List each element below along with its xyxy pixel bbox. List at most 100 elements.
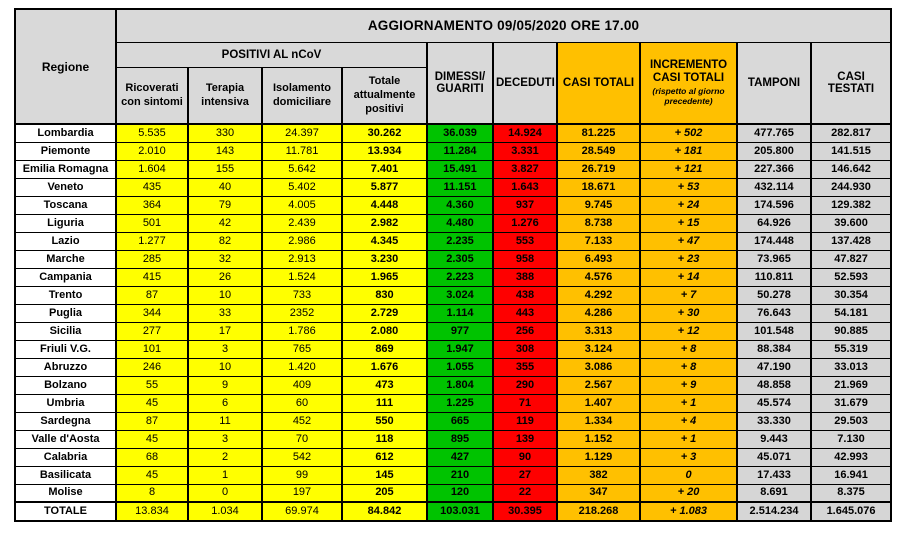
terapia-cell: 143 bbox=[187, 141, 263, 161]
region-cell: Emilia Romagna bbox=[14, 159, 117, 179]
incremento-cell: + 1.083 bbox=[639, 501, 738, 522]
terapia-cell: 26 bbox=[187, 267, 263, 287]
totale-positivi-cell: 830 bbox=[341, 285, 428, 305]
casi-totali-cell: 81.225 bbox=[556, 123, 641, 143]
totale-positivi-cell: 2.729 bbox=[341, 303, 428, 323]
tamponi-cell: 174.448 bbox=[736, 231, 812, 251]
tamponi-cell: 48.858 bbox=[736, 375, 812, 395]
incremento-cell: + 23 bbox=[639, 249, 738, 269]
region-cell: Piemonte bbox=[14, 141, 117, 161]
update-title: AGGIORNAMENTO 09/05/2020 ORE 17.00 bbox=[114, 8, 893, 43]
totale-positivi-cell: 4.448 bbox=[341, 195, 428, 215]
terapia-cell: 155 bbox=[187, 159, 263, 179]
casi-testati-cell: 47.827 bbox=[809, 249, 893, 269]
isolamento-cell: 765 bbox=[261, 339, 343, 359]
region-cell: Sicilia bbox=[14, 321, 117, 341]
incremento-cell: + 181 bbox=[639, 141, 738, 161]
isolamento-cell: 5.402 bbox=[261, 177, 343, 197]
dimessi-cell: 11.284 bbox=[426, 141, 494, 161]
casi-testati-cell: 29.503 bbox=[809, 411, 893, 431]
incremento-cell: + 1 bbox=[639, 429, 738, 449]
table-row: Umbria 45 6 60 111 1.225 71 1.407 + 1 45.574 31.67… bbox=[14, 393, 893, 413]
casi-totali-cell: 18.671 bbox=[556, 177, 641, 197]
totale-positivi-cell: 2.080 bbox=[341, 321, 428, 341]
ricoverati-cell: 435 bbox=[115, 177, 189, 197]
totale-positivi-cell: 869 bbox=[341, 339, 428, 359]
tamponi-cell: 2.514.234 bbox=[736, 501, 812, 522]
isolamento-cell: 2352 bbox=[261, 303, 343, 323]
tamponi-cell: 9.443 bbox=[736, 429, 812, 449]
region-cell: Lazio bbox=[14, 231, 117, 251]
dimessi-cell: 1.947 bbox=[426, 339, 494, 359]
casi-testati-cell: 282.817 bbox=[809, 123, 893, 143]
terapia-cell: 3 bbox=[187, 339, 263, 359]
deceduti-cell: 438 bbox=[492, 285, 558, 305]
region-cell: Liguria bbox=[14, 213, 117, 233]
totale-positivi-cell: 145 bbox=[341, 465, 428, 485]
casi-testati-cell: 42.993 bbox=[809, 447, 893, 467]
table-row: Veneto 435 40 5.402 5.877 11.151 1.643 18.671 + … bbox=[14, 177, 893, 197]
casi-testati-cell: 33.013 bbox=[809, 357, 893, 377]
isolamento-cell: 2.913 bbox=[261, 249, 343, 269]
table-row: Puglia 344 33 2352 2.729 1.114 443 4.286 + 30 76.… bbox=[14, 303, 893, 323]
totale-positivi-cell: 612 bbox=[341, 447, 428, 467]
isolamento-cell: 1.524 bbox=[261, 267, 343, 287]
isolamento-cell: 24.397 bbox=[261, 123, 343, 143]
deceduti-cell: 937 bbox=[492, 195, 558, 215]
isolamento-cell: 197 bbox=[261, 483, 343, 503]
isolamento-cell: 542 bbox=[261, 447, 343, 467]
deceduti-cell: 1.276 bbox=[492, 213, 558, 233]
terapia-cell: 2 bbox=[187, 447, 263, 467]
casi-totali-cell: 2.567 bbox=[556, 375, 641, 395]
casi-totali-cell: 1.129 bbox=[556, 447, 641, 467]
incremento-header-main: INCREMENTO CASI TOTALI bbox=[649, 58, 728, 85]
totale-label: TOTALE bbox=[14, 501, 117, 522]
incremento-cell: + 20 bbox=[639, 483, 738, 503]
totale-positivi-cell: 30.262 bbox=[341, 123, 428, 143]
totale-positivi-cell: 7.401 bbox=[341, 159, 428, 179]
positivi-group-header: POSITIVI AL nCoV bbox=[115, 41, 428, 68]
region-cell: Toscana bbox=[14, 195, 117, 215]
terapia-cell: 1.034 bbox=[187, 501, 263, 522]
covid-data-table: Regione AGGIORNAMENTO 09/05/2020 ORE 17.… bbox=[14, 8, 893, 522]
table-row: Piemonte 2.010 143 11.781 13.934 11.284 3.331 2… bbox=[14, 141, 893, 161]
casi-testati-cell: 39.600 bbox=[809, 213, 893, 233]
terapia-cell: 10 bbox=[187, 285, 263, 305]
tamponi-cell: 227.366 bbox=[736, 159, 812, 179]
incremento-cell: + 3 bbox=[639, 447, 738, 467]
ricoverati-cell: 285 bbox=[115, 249, 189, 269]
table-row: Calabria 68 2 542 612 427 90 1.129 + 3 45.071 42.9… bbox=[14, 447, 893, 467]
dimessi-cell: 36.039 bbox=[426, 123, 494, 143]
totale-positivi-cell: 473 bbox=[341, 375, 428, 395]
tamponi-cell: 477.765 bbox=[736, 123, 812, 143]
incremento-cell: + 15 bbox=[639, 213, 738, 233]
table-header: Regione AGGIORNAMENTO 09/05/2020 ORE 17.… bbox=[14, 8, 893, 125]
isolamento-cell: 1.786 bbox=[261, 321, 343, 341]
casi-totali-cell: 4.292 bbox=[556, 285, 641, 305]
dimessi-cell: 4.480 bbox=[426, 213, 494, 233]
ricoverati-cell: 1.277 bbox=[115, 231, 189, 251]
deceduti-cell: 553 bbox=[492, 231, 558, 251]
dimessi-cell: 427 bbox=[426, 447, 494, 467]
tamponi-cell: 101.548 bbox=[736, 321, 812, 341]
dimessi-cell: 665 bbox=[426, 411, 494, 431]
casi-totali-cell: 382 bbox=[556, 465, 641, 485]
ricoverati-cell: 344 bbox=[115, 303, 189, 323]
table-row: Sicilia 277 17 1.786 2.080 977 256 3.313 + 12 101… bbox=[14, 321, 893, 341]
tamponi-cell: 50.278 bbox=[736, 285, 812, 305]
casi-totali-cell: 26.719 bbox=[556, 159, 641, 179]
totale-positivi-cell: 2.982 bbox=[341, 213, 428, 233]
casi-testati-cell: 7.130 bbox=[809, 429, 893, 449]
dimessi-cell: 120 bbox=[426, 483, 494, 503]
deceduti-cell: 355 bbox=[492, 357, 558, 377]
terapia-cell: 79 bbox=[187, 195, 263, 215]
tamponi-cell: 33.330 bbox=[736, 411, 812, 431]
region-cell: Friuli V.G. bbox=[14, 339, 117, 359]
incremento-cell: + 502 bbox=[639, 123, 738, 143]
dimessi-cell: 2.235 bbox=[426, 231, 494, 251]
deceduti-cell: 290 bbox=[492, 375, 558, 395]
ricoverati-cell: 87 bbox=[115, 285, 189, 305]
isolamento-cell: 2.439 bbox=[261, 213, 343, 233]
dimessi-guariti-header: DIMESSI/ GUARITI bbox=[426, 41, 494, 125]
ricoverati-cell: 364 bbox=[115, 195, 189, 215]
